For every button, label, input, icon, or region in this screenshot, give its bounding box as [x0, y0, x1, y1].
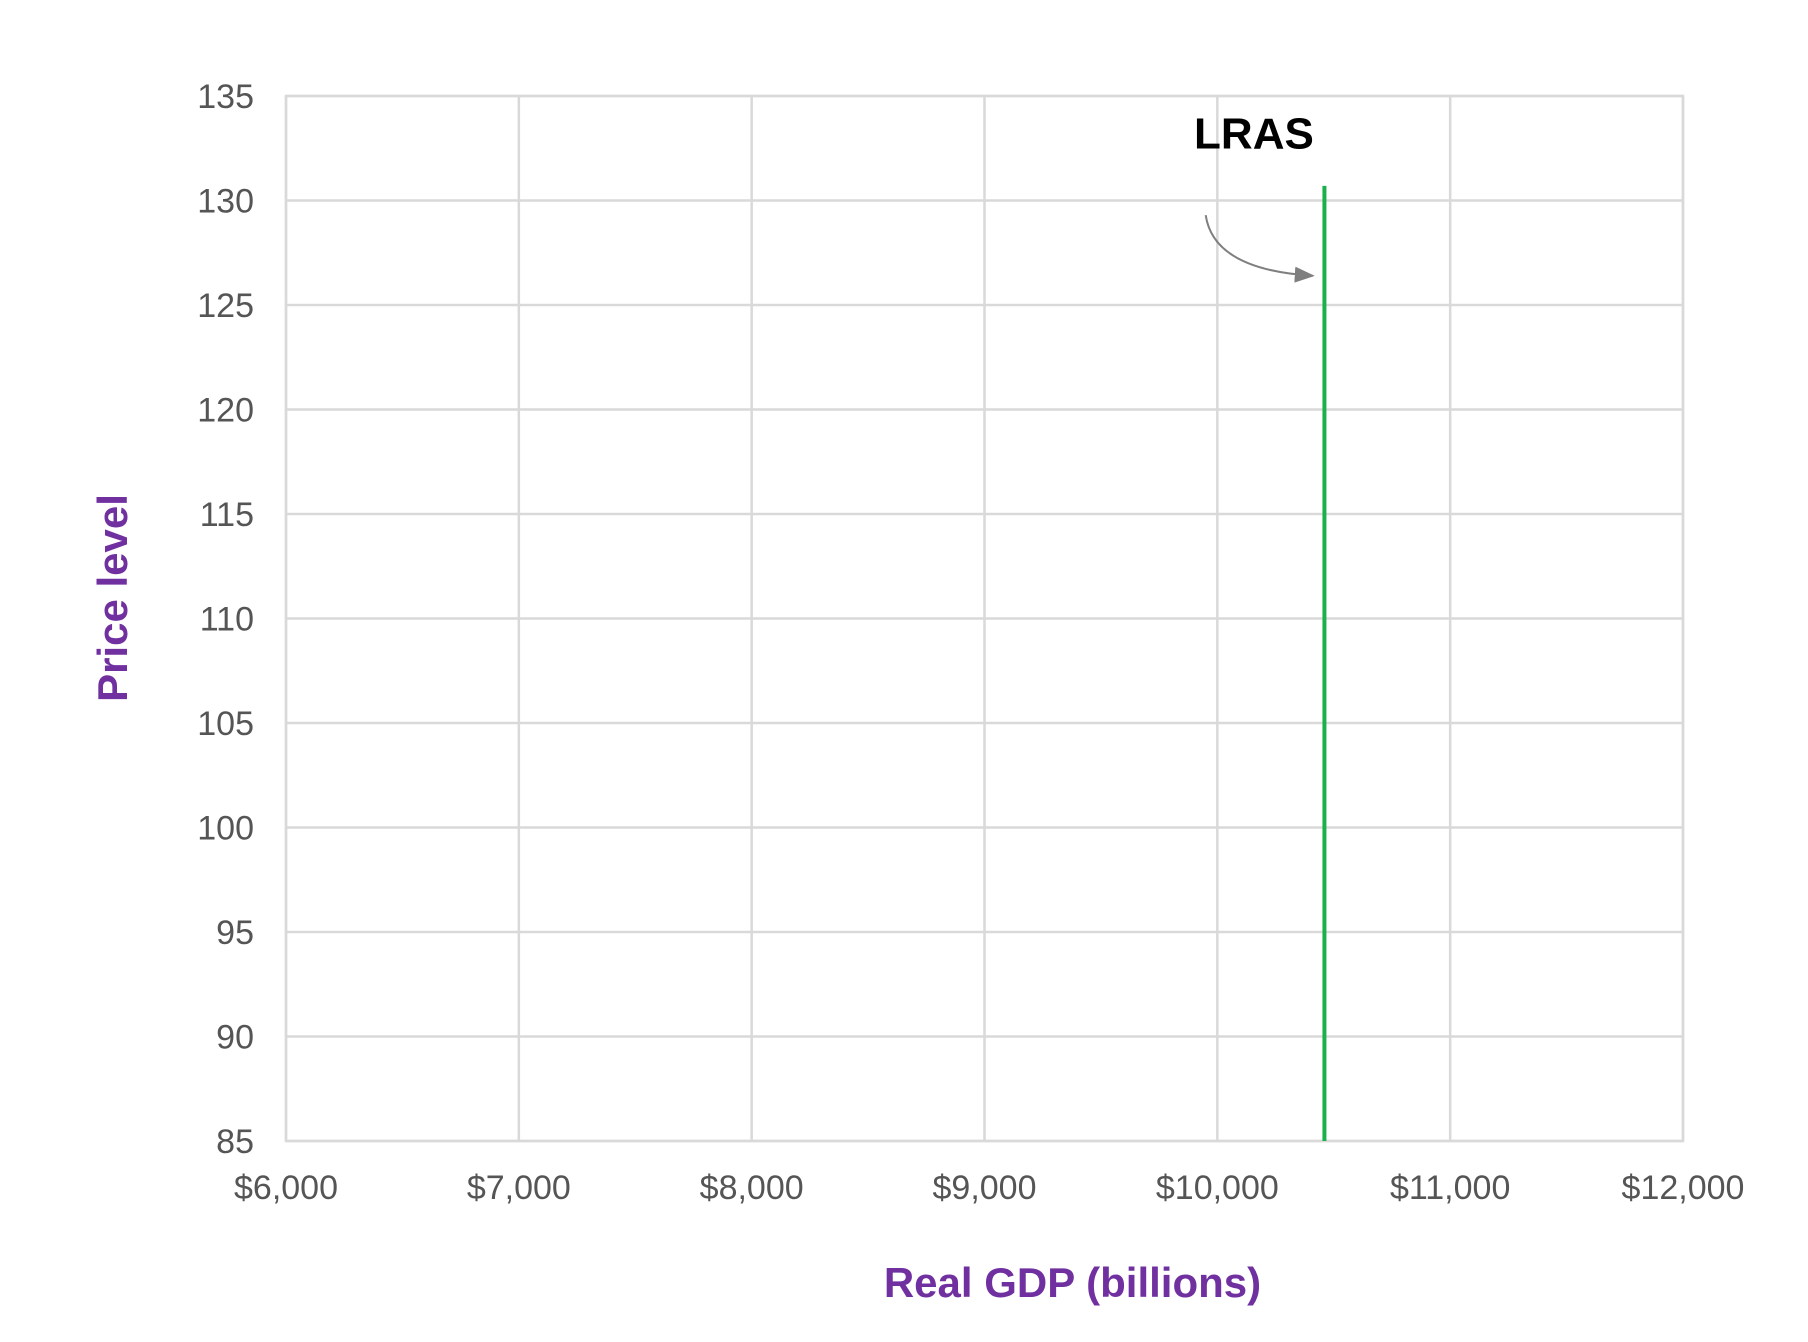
x-tick-label: $8,000 — [700, 1169, 804, 1207]
x-axis-title: Real GDP (billions) — [884, 1259, 1261, 1306]
plot-area-border — [284, 94, 1685, 1143]
x-axis: $6,000 $7,000 $8,000 $9,000 $10,000 $11,000 $1… — [234, 1169, 1744, 1207]
annotations-layer: LRAS — [1194, 109, 1315, 283]
y-tick-label: 125 — [197, 287, 254, 325]
annotation-arrow — [1204, 214, 1315, 283]
y-tick-label: 115 — [200, 496, 254, 534]
x-tick-label: $6,000 — [234, 1169, 338, 1207]
grid — [284, 94, 1685, 1143]
y-axis: 85 90 95 100 105 110 115 120 125 130 135 — [197, 78, 254, 1161]
plot-frame — [284, 94, 1685, 1143]
y-tick-label: 130 — [197, 183, 254, 221]
x-tick-label: $12,000 — [1622, 1169, 1745, 1207]
y-tick-label: 110 — [200, 601, 254, 639]
x-tick-label: $10,000 — [1156, 1169, 1279, 1207]
annotation-label: LRAS — [1194, 109, 1314, 158]
y-tick-label: 105 — [197, 705, 254, 743]
y-tick-label: 120 — [197, 392, 254, 430]
y-tick-label: 90 — [216, 1019, 254, 1057]
y-tick-label: 85 — [216, 1123, 254, 1161]
y-axis-title: Price level — [89, 494, 136, 702]
x-tick-label: $9,000 — [933, 1169, 1037, 1207]
y-tick-label: 95 — [216, 914, 254, 952]
x-tick-label: $11,000 — [1390, 1169, 1510, 1207]
y-tick-label: 100 — [197, 810, 254, 848]
y-tick-label: 135 — [197, 78, 254, 116]
x-tick-label: $7,000 — [467, 1169, 571, 1207]
